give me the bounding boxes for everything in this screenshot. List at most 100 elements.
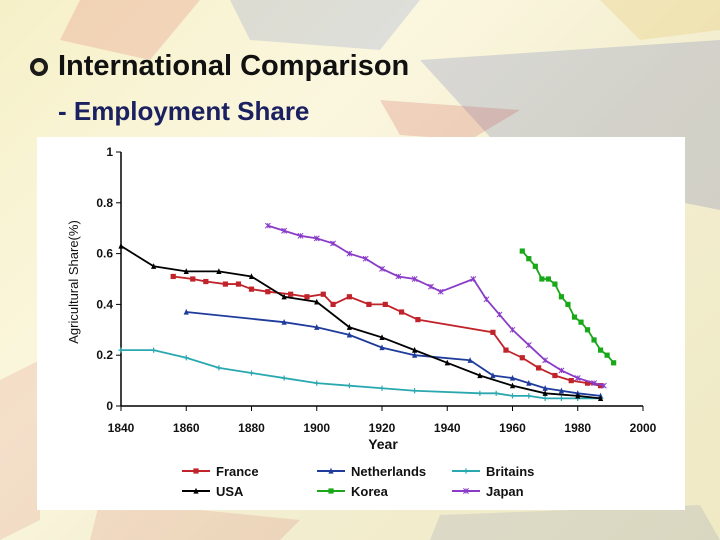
x-tick-label: 1980: [564, 421, 591, 435]
data-point: [330, 301, 336, 307]
data-point: [415, 317, 421, 323]
chart-panel: 0 0.2 0.4 0.6 0.8 1 1840 1860 1880 1900 1920 1940 19…: [37, 137, 685, 510]
data-point: [379, 265, 385, 272]
data-point: [509, 326, 516, 333]
data-point: [346, 324, 352, 330]
data-point: [597, 347, 604, 353]
x-tick-label: 2000: [630, 421, 657, 435]
data-point: [193, 487, 199, 494]
data-point: [493, 390, 499, 396]
data-point: [519, 248, 525, 254]
legend-label: Britains: [486, 464, 534, 479]
data-point: [526, 379, 532, 386]
data-point: [314, 380, 320, 386]
data-point: [542, 395, 548, 401]
legend-label: Korea: [351, 484, 389, 499]
legend-item-japan: Japan: [452, 484, 524, 499]
data-point: [281, 293, 287, 300]
series-line: [267, 224, 605, 387]
x-tick-label: 1900: [303, 421, 330, 435]
data-point: [578, 319, 584, 325]
data-point: [151, 263, 157, 269]
data-point: [509, 374, 516, 381]
data-point: [477, 372, 483, 379]
data-point: [542, 385, 548, 391]
data-point: [288, 291, 294, 297]
line-chart: 0 0.2 0.4 0.6 0.8 1 1840 1860 1880 1900 1920 1940 19…: [66, 145, 657, 499]
data-point: [565, 301, 571, 307]
data-point: [313, 235, 320, 242]
legend-label: France: [216, 464, 259, 479]
data-point: [558, 367, 565, 374]
x-tick-label: 1880: [238, 421, 265, 435]
series-usa: [118, 242, 604, 401]
series-line: [186, 311, 601, 397]
data-point: [496, 311, 503, 318]
data-point: [235, 281, 242, 287]
data-point: [203, 278, 209, 285]
data-point: [427, 283, 434, 290]
data-point: [597, 395, 604, 401]
data-point: [304, 294, 310, 300]
data-point: [379, 385, 385, 391]
data-point: [558, 294, 565, 300]
x-axis-label: Year: [368, 436, 398, 452]
data-point: [526, 256, 532, 262]
data-point: [379, 334, 385, 341]
data-point: [444, 359, 450, 366]
data-point: [575, 392, 581, 399]
data-point: [412, 352, 418, 358]
data-point: [216, 268, 222, 274]
data-point: [265, 289, 271, 295]
data-point: [536, 365, 542, 371]
data-point: [568, 378, 574, 384]
data-point: [193, 468, 199, 474]
data-point: [591, 337, 597, 343]
data-point: [346, 331, 352, 338]
y-tick-label: 0.2: [96, 348, 113, 362]
data-point: [281, 375, 287, 381]
data-point: [542, 390, 548, 396]
series-britains: [118, 347, 604, 401]
legend-item-korea: Korea: [317, 484, 389, 499]
data-point: [503, 347, 509, 353]
data-point: [490, 329, 496, 335]
x-tick-label: 1840: [108, 421, 135, 435]
data-point: [470, 276, 477, 282]
series-france: [170, 273, 604, 389]
data-point: [539, 276, 545, 282]
data-point: [248, 273, 255, 280]
data-point: [611, 360, 617, 366]
legend-item-usa: USA: [182, 484, 244, 499]
data-point: [151, 347, 157, 353]
series-line: [121, 349, 601, 400]
data-point: [571, 314, 578, 320]
data-point: [463, 468, 469, 474]
data-point: [118, 347, 124, 353]
data-point: [118, 242, 124, 249]
data-point: [281, 318, 287, 325]
data-point: [463, 488, 469, 494]
data-point: [412, 346, 418, 353]
data-point: [216, 365, 222, 371]
data-point: [584, 380, 591, 386]
data-point: [346, 294, 352, 300]
series-japan: [264, 222, 607, 389]
series-korea: [519, 248, 617, 366]
data-point: [526, 393, 532, 399]
chart-series: [118, 222, 617, 401]
data-point: [248, 286, 255, 292]
x-tick-label: 1960: [499, 421, 526, 435]
data-point: [281, 227, 288, 234]
data-point: [558, 387, 565, 394]
legend-item-britains: Britains: [452, 464, 534, 479]
data-point: [412, 388, 418, 394]
y-tick-label: 0: [106, 399, 113, 413]
data-point: [398, 309, 405, 315]
data-point: [552, 372, 558, 379]
data-point: [328, 488, 334, 494]
data-point: [297, 232, 304, 239]
legend-label: USA: [216, 484, 244, 499]
x-tick-label: 1860: [173, 421, 200, 435]
data-point: [552, 281, 558, 287]
